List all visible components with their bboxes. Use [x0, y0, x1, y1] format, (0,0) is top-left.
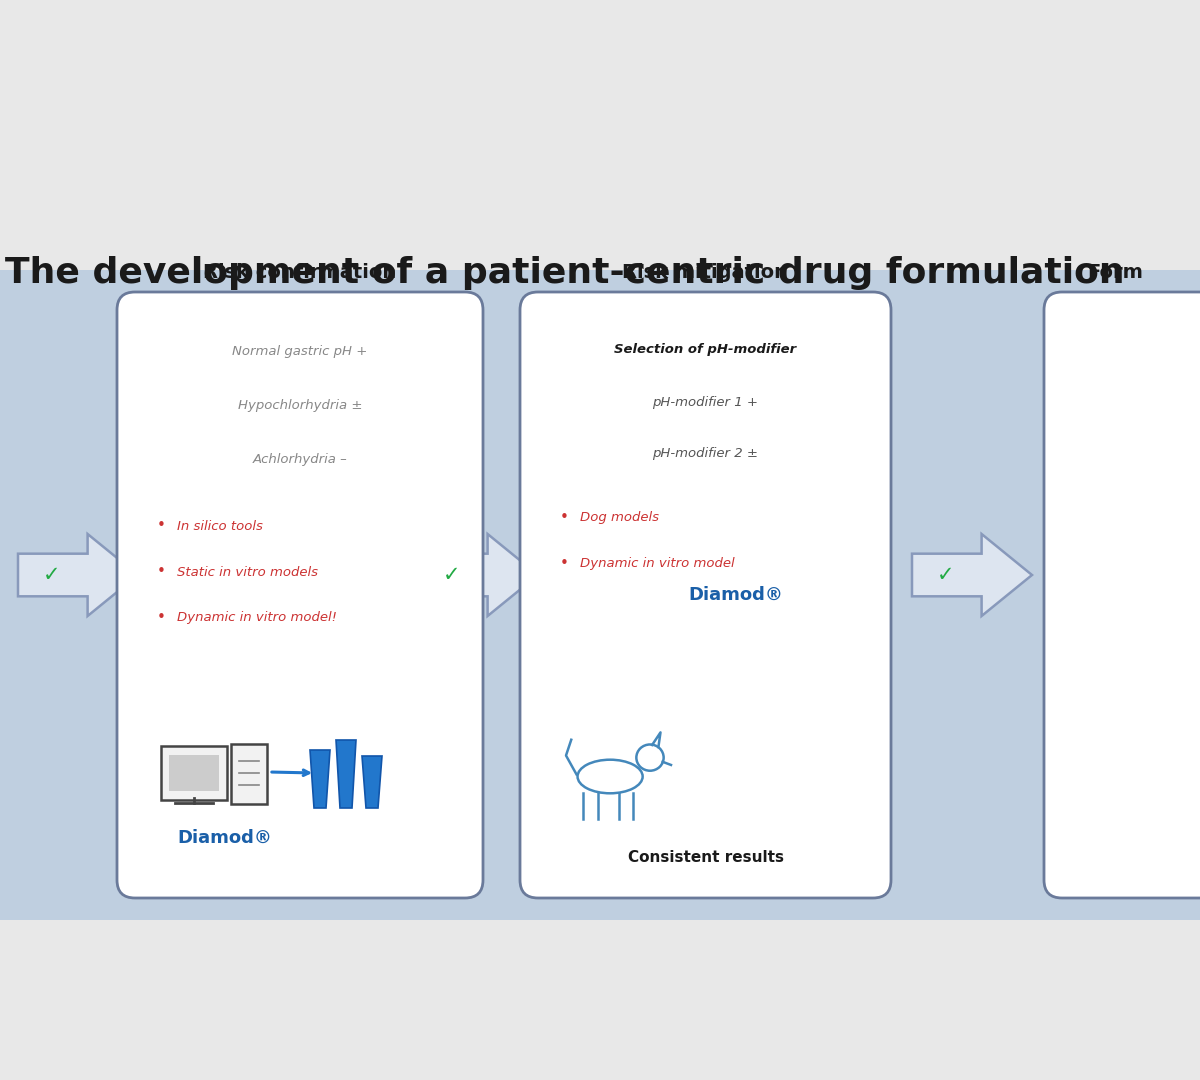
FancyBboxPatch shape	[230, 744, 266, 804]
Polygon shape	[310, 750, 330, 808]
Polygon shape	[912, 534, 1032, 616]
Text: Normal gastric pH +: Normal gastric pH +	[233, 346, 367, 359]
Text: pH-modifier 1 +: pH-modifier 1 +	[653, 395, 758, 408]
Bar	[169, 755, 220, 791]
Text: ✓: ✓	[443, 565, 461, 585]
Text: Diamod®: Diamod®	[688, 586, 782, 604]
FancyBboxPatch shape	[161, 746, 227, 800]
Text: Hypochlorhydria ±: Hypochlorhydria ±	[238, 400, 362, 413]
Polygon shape	[418, 534, 538, 616]
Text: •: •	[157, 610, 166, 625]
Text: Form: Form	[1087, 262, 1142, 282]
FancyBboxPatch shape	[118, 292, 482, 897]
Text: Achlorhydria –: Achlorhydria –	[253, 454, 347, 467]
Polygon shape	[18, 534, 138, 616]
Text: pH-modifier 2 ±: pH-modifier 2 ±	[653, 447, 758, 460]
Text: Dog models: Dog models	[580, 512, 659, 525]
Text: ✓: ✓	[43, 565, 61, 585]
FancyBboxPatch shape	[520, 292, 890, 897]
Bar	[0, 920, 1200, 1080]
Text: Consistent results: Consistent results	[628, 851, 784, 865]
Text: Diamod®: Diamod®	[178, 829, 272, 847]
Text: Selection of pH-modifier: Selection of pH-modifier	[614, 343, 797, 356]
Text: Dynamic in vitro model: Dynamic in vitro model	[580, 557, 734, 570]
Text: Dynamic in vitro model!: Dynamic in vitro model!	[178, 611, 337, 624]
Text: •: •	[157, 518, 166, 534]
Text: ✓: ✓	[937, 565, 955, 585]
Text: •: •	[560, 556, 569, 571]
Text: Static in vitro models: Static in vitro models	[178, 566, 318, 579]
Text: •: •	[157, 565, 166, 580]
Text: Risk mitigation: Risk mitigation	[623, 262, 788, 282]
Polygon shape	[336, 740, 356, 808]
FancyBboxPatch shape	[1044, 292, 1200, 897]
Text: The development of a patient-centric drug formulation: The development of a patient-centric dru…	[5, 256, 1124, 291]
Polygon shape	[362, 756, 382, 808]
Text: Risk confirmation: Risk confirmation	[203, 262, 397, 282]
Text: •: •	[560, 511, 569, 526]
Bar	[0, 270, 1200, 920]
Text: In silico tools: In silico tools	[178, 519, 263, 532]
Bar	[0, 0, 1200, 270]
